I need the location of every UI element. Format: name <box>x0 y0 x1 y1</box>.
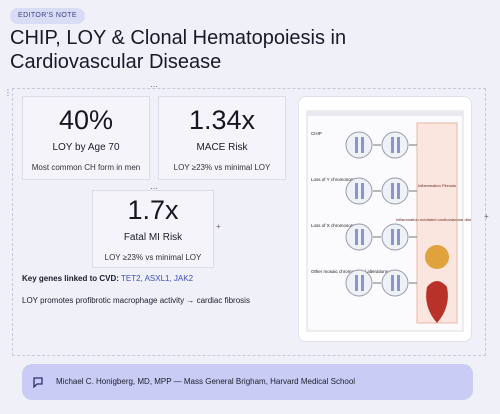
cell <box>381 269 409 297</box>
stat-card: 1.34x MACE Risk LOY ≥23% vs minimal LOY <box>158 96 286 180</box>
cell <box>381 131 409 159</box>
icon <box>425 245 449 269</box>
content-panel <box>12 88 486 356</box>
chromosome <box>355 229 358 245</box>
chromosome <box>361 229 364 245</box>
add-button[interactable]: + <box>484 212 489 221</box>
stat-card: 40% LOY by Age 70 Most common CH form in… <box>22 96 150 180</box>
figure-art: CHIP Loss of Y chromosome Loss of X chromo… <box>306 110 479 332</box>
cell <box>381 177 409 205</box>
genes-line: Key genes linked to CVD: TET2, ASXL1, JA… <box>22 274 193 283</box>
chromosome <box>397 275 400 291</box>
chromosome <box>355 183 358 199</box>
chromosome <box>361 137 364 153</box>
add-button[interactable]: + <box>216 222 221 231</box>
stat-label: Fatal MI Risk <box>123 232 183 243</box>
outcome-label: Inflammation-mediated cardiovascular dis… <box>396 217 471 222</box>
stat-label: MACE Risk <box>196 142 248 153</box>
stat-note: LOY ≥23% vs minimal LOY <box>104 253 202 262</box>
stat-note: Most common CH form in men <box>31 163 141 172</box>
chromosome <box>397 137 400 153</box>
chromosome <box>397 229 400 245</box>
stat-value: 1.7x <box>127 195 179 225</box>
chromosome <box>391 275 394 291</box>
outcome-label: Inflammation Fibrosis <box>418 183 456 188</box>
row-label: Other mosaic chromosomal alterations <box>311 269 389 274</box>
stat-value: 40% <box>58 105 114 135</box>
cell <box>381 223 409 251</box>
cell <box>345 223 373 251</box>
chromosome <box>391 137 394 153</box>
row-label: Loss of Y chromosome <box>311 177 357 182</box>
stat-label: LOY by Age 70 <box>52 142 120 153</box>
handle[interactable]: ⋮ <box>4 88 12 97</box>
chromosome <box>361 183 364 199</box>
genes-list[interactable]: TET2, ASXL1, JAK2 <box>121 274 194 283</box>
chromosome <box>397 183 400 199</box>
figure: CHIP Loss of Y chromosome Loss of X chromo… <box>298 96 479 342</box>
chromosome <box>355 275 358 291</box>
footer: Michael C. Honigberg, MD, MPP — Mass Gen… <box>22 364 473 400</box>
handle[interactable]: ⋯ <box>150 82 158 91</box>
row-label: Loss of X chromosome <box>311 223 358 228</box>
cell <box>345 131 373 159</box>
handle[interactable]: ⋯ <box>150 184 158 193</box>
figure-header <box>307 111 463 116</box>
chromosome <box>361 275 364 291</box>
stat-note: LOY ≥23% vs minimal LOY <box>173 163 271 172</box>
cell <box>345 177 373 205</box>
quote-icon <box>33 377 43 388</box>
chromosome <box>391 229 394 245</box>
finding: LOY promotes profibrotic macrophage acti… <box>22 296 250 305</box>
title: CHIP, LOY & Clonal Hematopoiesis in Card… <box>10 27 347 73</box>
genes-label: Key genes linked to CVD: <box>22 274 119 283</box>
badge[interactable]: EDITOR'S NOTE <box>10 8 85 24</box>
stat-value: 1.34x <box>188 105 256 135</box>
heart-icon <box>426 281 448 323</box>
row-label: CHIP <box>311 131 322 136</box>
stat-card: 1.7x Fatal MI Risk LOY ≥23% vs minimal L… <box>92 190 214 268</box>
cell <box>345 269 373 297</box>
chromosome <box>355 137 358 153</box>
chromosome <box>391 183 394 199</box>
